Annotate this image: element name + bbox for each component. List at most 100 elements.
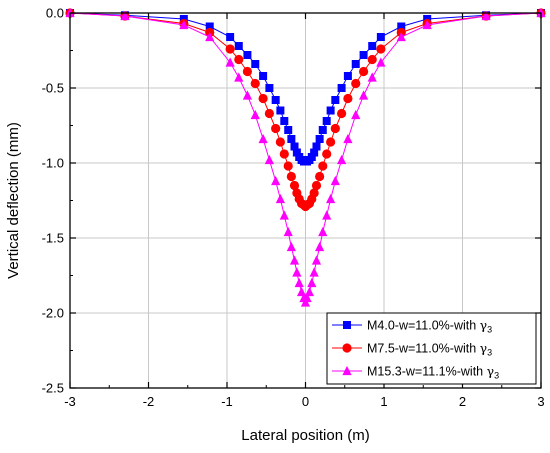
data-point-triangle [322,210,332,220]
data-point-circle [315,171,325,182]
data-point-triangle [242,90,253,100]
tick-labels: -3 -2 -1 0 1 2 3 0.0 -0.5 -1.0 -1.5 -2.0 -2.5 [42,6,545,410]
data-point-square [359,51,368,59]
data-point-triangle [234,72,244,82]
data-point-square [315,135,324,143]
data-point-square [205,22,214,31]
y-tick-label: -1.5 [42,231,64,246]
data-point-square [290,142,299,151]
data-point-triangle [294,277,304,288]
legend-gamma-symbol: γ [487,364,494,379]
data-point-circle [286,171,296,182]
legend-item-3: M15.3-w=11.1%-with γ3 [332,364,499,381]
series-layer [65,7,546,307]
data-point-square [351,60,360,68]
data-point-square [337,84,346,92]
data-point-circle [367,54,377,65]
data-point-triangle [337,154,347,165]
y-tick-label: -2.0 [42,306,64,321]
data-point-circle [376,44,386,54]
data-point-triangle [396,31,406,42]
legend-label: M4.0-w=11.0%-with γ3 [367,318,492,335]
data-point-triangle [315,241,325,252]
data-point-triangle [264,154,274,165]
data-point-square [284,126,293,134]
data-point-square [331,96,340,104]
data-point-triangle [358,90,369,100]
x-tick-label: -2 [143,394,155,409]
data-point-circle [343,93,353,104]
data-point-circle [342,343,352,353]
data-point-triangle [318,226,328,237]
ticks [69,12,542,389]
data-point-circle [234,54,244,65]
x-tick-label: -1 [221,394,233,409]
data-point-square [234,42,243,50]
y-tick-label: -1.0 [42,156,64,171]
data-point-square [243,51,252,59]
data-point-square [343,321,351,329]
data-point-square [343,72,352,80]
data-point-triangle [283,226,293,237]
data-point-circle [275,137,285,147]
legend-label-text: M7.5-w=11.0%-with [367,342,480,356]
x-tick-label: 2 [459,394,466,409]
data-point-square [322,117,331,125]
data-point-circle [279,149,289,159]
data-point-triangle [330,175,340,186]
data-point-triangle [120,10,130,21]
data-point-square [287,135,296,143]
data-point-triangle [286,241,296,252]
data-point-square [307,153,316,161]
data-point-triangle [250,109,260,120]
data-point-triangle [307,277,317,288]
data-point-triangle [271,175,281,186]
data-point-triangle [376,57,386,67]
data-point-square [292,148,301,157]
data-point-square [312,142,321,151]
data-point-circle [326,137,336,147]
data-point-circle [225,44,235,54]
y-tick-label: 0.0 [46,6,64,21]
series-1 [66,9,545,166]
data-point-square [376,33,385,41]
data-point-circle [258,93,268,104]
data-point-square [280,117,289,125]
y-tick-label: -0.5 [42,81,64,96]
legend-gamma-symbol: γ [480,318,487,333]
data-point-triangle [275,193,285,204]
data-point-triangle [309,267,319,277]
data-point-triangle [367,72,377,82]
legend-gamma-subscript: 3 [487,325,492,335]
legend-label-text: M4.0-w=11.0%-with [367,319,480,333]
data-point-circle [242,66,253,77]
data-point-square [226,33,235,41]
y-axis-title: Vertical deflection (mm) [5,122,22,279]
data-point-square [326,106,335,115]
data-point-square [259,72,268,80]
data-point-triangle [292,267,302,277]
data-point-square [318,126,327,134]
data-point-triangle [304,286,315,297]
data-point-square [310,148,319,157]
legend-gamma-subscript: 3 [494,371,499,381]
data-point-circle [330,123,340,134]
legend-label: M7.5-w=11.0%-with γ3 [367,341,492,358]
data-point-triangle [342,365,352,376]
series-3 [65,7,546,307]
x-axis-title: Lateral position (m) [241,427,369,444]
data-point-circle [289,180,300,191]
data-point-triangle [302,292,312,303]
data-point-triangle [311,255,322,265]
x-tick-label: 1 [380,394,387,409]
data-point-circle [318,161,328,171]
data-point-square [397,22,406,31]
legend-label-text: M15.3-w=11.1%-with [367,365,487,379]
data-point-circle [271,123,281,134]
data-point-triangle [351,109,361,120]
data-point-circle [351,78,361,89]
data-point-triangle [326,193,336,204]
legend-gamma-symbol: γ [480,341,487,356]
